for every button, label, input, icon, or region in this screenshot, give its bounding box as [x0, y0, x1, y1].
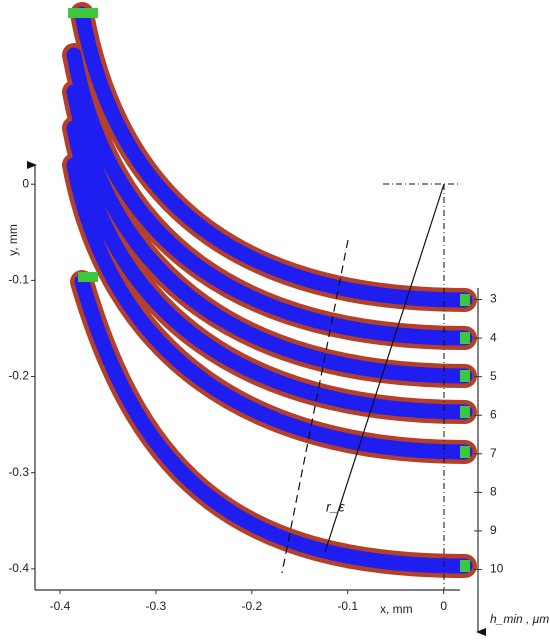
- y2-tick-label: 8: [490, 485, 497, 499]
- y2-axis-label: h_min , μm: [490, 612, 549, 626]
- y-tick-label: -0.1: [8, 273, 29, 287]
- y2-tick-label: 10: [490, 562, 504, 576]
- x-tick-label: -0.2: [241, 599, 262, 613]
- x-tick-label: -0.1: [337, 599, 358, 613]
- y2-tick-label: 7: [490, 446, 497, 460]
- x-tick-label: -0.4: [50, 599, 71, 613]
- y-tick-label: -0.4: [8, 561, 29, 575]
- radius-label: r_ε: [326, 499, 345, 515]
- y2-tick-label: 3: [490, 292, 497, 306]
- x-tick-label: 0: [440, 599, 447, 613]
- x-axis-label: x, mm: [380, 602, 413, 616]
- y2-tick-label: 5: [490, 369, 497, 383]
- y-tick-label: -0.3: [8, 465, 29, 479]
- y2-tick-label: 4: [490, 330, 497, 344]
- y-tick-label: -0.2: [8, 369, 29, 383]
- chip-bands: [62, 2, 477, 578]
- y-axis-label: y, mm: [6, 224, 20, 256]
- y2-tick-label: 6: [490, 407, 497, 421]
- x-tick-label: -0.3: [146, 599, 167, 613]
- construction-lines: [281, 183, 460, 590]
- y2-tick-label: 9: [490, 523, 497, 537]
- y-tick-label: 0: [22, 176, 29, 190]
